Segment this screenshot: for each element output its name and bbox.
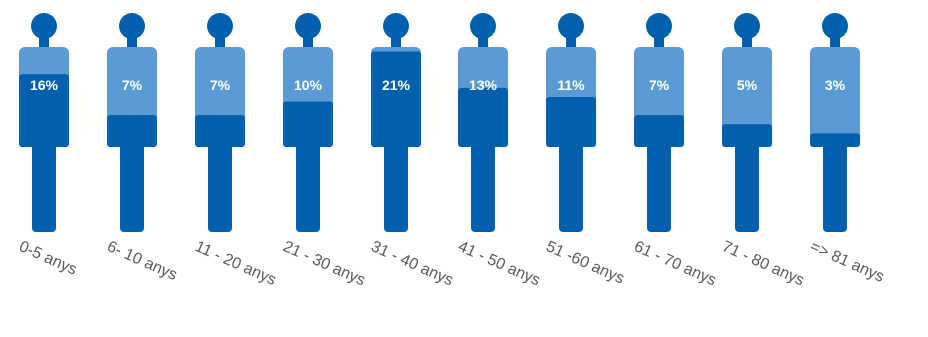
category-label: 0-5 anys: [16, 238, 79, 278]
person-figure: 16%: [19, 13, 69, 232]
category-label: 51 -60 anys: [543, 238, 626, 288]
person-figure: 7%: [107, 13, 157, 232]
torso-background: [810, 47, 860, 147]
person-neck: [391, 36, 401, 49]
person-head: [470, 13, 496, 39]
person-head: [558, 13, 584, 39]
value-fill: [19, 74, 69, 147]
value-label: 13%: [469, 77, 498, 93]
value-fill: [546, 97, 596, 147]
person-head: [646, 13, 672, 39]
value-label: 7%: [122, 77, 143, 93]
person-legs: [647, 140, 671, 232]
value-fill: [722, 124, 772, 147]
category-label: 11 - 20 anys: [192, 238, 278, 289]
person-figure: 5%: [722, 13, 772, 232]
category-label: 71 - 80 anys: [719, 238, 806, 289]
person-legs: [384, 140, 408, 232]
person-legs: [296, 140, 320, 232]
category-label: => 81 anys: [807, 238, 886, 286]
person-neck: [127, 36, 137, 49]
value-fill: [458, 87, 508, 147]
value-fill: [283, 101, 333, 147]
person-legs: [208, 140, 232, 232]
person-head: [822, 13, 848, 39]
person-head: [119, 13, 145, 39]
value-fill: [634, 115, 684, 147]
person-neck: [478, 36, 488, 49]
person-neck: [215, 36, 225, 49]
person-legs: [471, 140, 495, 232]
value-label: 7%: [210, 77, 231, 93]
person-neck: [654, 36, 664, 49]
person-figure: 21%: [371, 13, 421, 232]
value-label: 3%: [825, 77, 846, 93]
value-fill: [371, 51, 421, 147]
person-head: [31, 13, 57, 39]
value-label: 16%: [30, 77, 59, 93]
person-legs: [735, 140, 759, 232]
person-figure: 13%: [458, 13, 508, 232]
person-figure: 3%: [810, 13, 860, 232]
person-figure: 11%: [546, 13, 596, 232]
category-label: 21 - 30 anys: [280, 238, 367, 289]
person-head: [207, 13, 233, 39]
person-neck: [830, 36, 840, 49]
category-label: 6- 10 anys: [104, 238, 179, 284]
person-head: [295, 13, 321, 39]
person-neck: [39, 36, 49, 49]
person-head: [734, 13, 760, 39]
value-fill: [195, 115, 245, 147]
category-label: 31 - 40 anys: [368, 238, 455, 289]
person-neck: [742, 36, 752, 49]
person-head: [383, 13, 409, 39]
value-label: 21%: [382, 77, 411, 93]
value-label: 5%: [737, 77, 758, 93]
value-label: 7%: [649, 77, 670, 93]
value-label: 10%: [294, 77, 323, 93]
person-legs: [559, 140, 583, 232]
person-figure: 7%: [195, 13, 245, 232]
value-label: 11%: [557, 77, 585, 93]
person-neck: [303, 36, 313, 49]
category-label: 61 - 70 anys: [631, 238, 718, 289]
person-legs: [120, 140, 144, 232]
torso-background: [722, 47, 772, 147]
person-neck: [566, 36, 576, 49]
person-figure: 10%: [283, 13, 333, 232]
person-legs: [823, 140, 847, 232]
person-figure: 7%: [634, 13, 684, 232]
category-label: 41 - 50 anys: [455, 238, 542, 289]
value-fill: [107, 115, 157, 147]
person-legs: [32, 140, 56, 232]
